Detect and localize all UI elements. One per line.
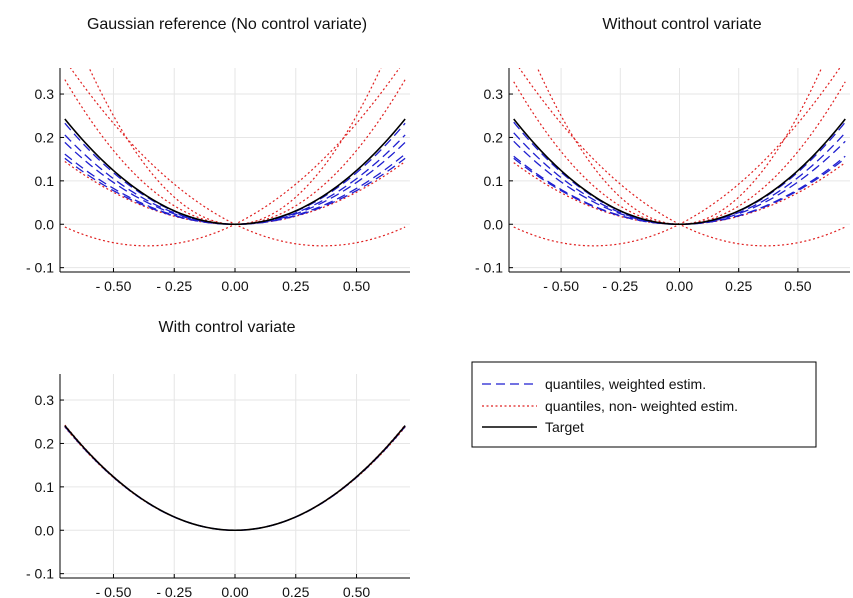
y-tick-label: 0.2 <box>484 129 504 145</box>
x-tick-label: 0.25 <box>282 584 309 598</box>
series-group <box>513 68 846 247</box>
x-tick-label: 0.50 <box>784 278 811 294</box>
series-line-weighted <box>64 141 406 225</box>
legend-label-target: Target <box>545 419 584 435</box>
y-tick-label: - 0.1 <box>475 260 503 276</box>
x-tick-label: 0.00 <box>221 584 248 598</box>
series-line-target <box>64 425 406 532</box>
y-tick-label: 0.3 <box>35 392 55 408</box>
chart-title: Gaussian reference (No control variate) <box>87 16 367 33</box>
x-tick-label: 0.25 <box>725 278 752 294</box>
panel-without-control-variate: Without control variate - 0.50 - 0.25 0.00 0… <box>475 16 850 294</box>
x-tick-label: - 0.25 <box>156 584 192 598</box>
y-tick-label: 0.1 <box>35 173 55 189</box>
y-tick-label: 0.2 <box>35 435 55 451</box>
legend-label-non-weighted: quantiles, non- weighted estim. <box>545 398 738 414</box>
y-tick-label: 0.2 <box>35 129 55 145</box>
chart-title: With control variate <box>159 319 296 336</box>
series-group <box>64 424 406 532</box>
y-tick-label: 0.1 <box>35 479 55 495</box>
y-tick-label: - 0.1 <box>26 260 54 276</box>
series-group <box>64 68 406 247</box>
x-tick-label: 0.00 <box>666 278 693 294</box>
chart-title: Without control variate <box>602 16 761 33</box>
y-tick-label: 0.3 <box>484 86 504 102</box>
y-tick-label: 0.0 <box>484 216 504 232</box>
y-tick-label: 0.3 <box>35 86 55 102</box>
series-line-target <box>513 118 846 226</box>
legend-box <box>471 361 817 448</box>
panel-gaussian-reference: Gaussian reference (No control variate) -… <box>26 16 410 294</box>
series-line-non-weighted <box>536 68 823 225</box>
x-tick-label: 0.00 <box>221 278 248 294</box>
x-tick-label: 0.50 <box>343 584 370 598</box>
x-tick-label: - 0.50 <box>543 278 579 294</box>
legend: quantiles, weighted estim. quantiles, no… <box>471 361 817 448</box>
x-tick-label: 0.25 <box>282 278 309 294</box>
x-tick-label: - 0.25 <box>156 278 192 294</box>
x-tick-label: - 0.50 <box>96 584 132 598</box>
series-line-weighted <box>513 157 846 225</box>
legend-label-weighted: quantiles, weighted estim. <box>545 376 706 392</box>
x-tick-label: 0.50 <box>343 278 370 294</box>
series-line-target <box>64 118 406 226</box>
series-line-weighted <box>513 132 846 225</box>
x-tick-label: - 0.25 <box>602 278 638 294</box>
y-tick-label: 0.0 <box>35 522 55 538</box>
x-tick-label: - 0.50 <box>96 278 132 294</box>
panel-with-control-variate: With control variate - 0.50 - 0.25 0.00 0.25… <box>26 319 410 598</box>
y-tick-label: - 0.1 <box>26 566 54 582</box>
y-tick-label: 0.1 <box>484 173 504 189</box>
y-tick-label: 0.0 <box>35 216 55 232</box>
